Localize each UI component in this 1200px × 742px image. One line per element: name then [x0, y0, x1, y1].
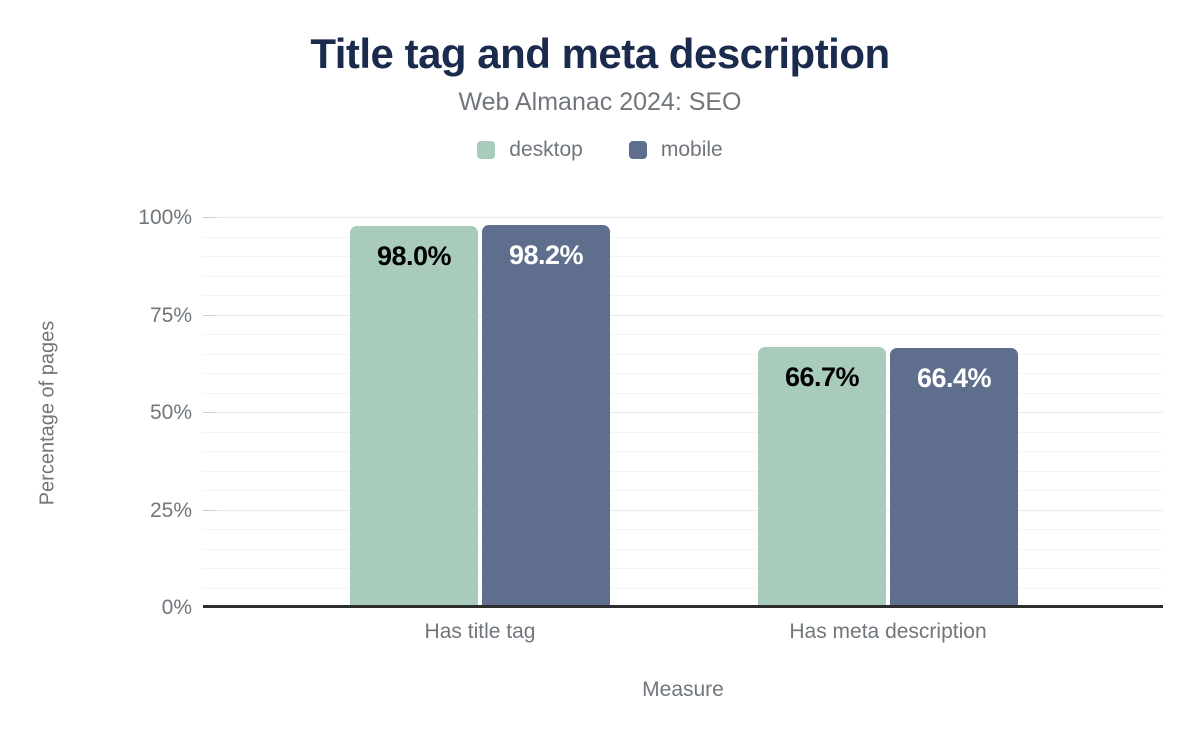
y-tick-label: 25% — [149, 498, 192, 522]
bar-desktop-1[interactable]: 66.7% — [758, 347, 886, 606]
gridline-minor — [203, 451, 1163, 452]
gridline-major — [203, 314, 1163, 316]
gridline-major — [203, 412, 1163, 413]
bar-value-label: 66.4% — [916, 363, 992, 394]
x-axis-title: Measure — [642, 678, 724, 701]
y-tick-label: 0% — [161, 596, 192, 619]
gridline-minor — [203, 236, 1163, 238]
y-axis: 0% 25% 50% 75% 100% — [100, 206, 192, 619]
gridline-minor — [203, 568, 1163, 569]
gridline-minor — [203, 529, 1163, 530]
gridline-minor — [203, 275, 1163, 277]
legend-label: desktop — [509, 138, 583, 161]
y-tick-label: 50% — [149, 401, 192, 424]
gridline-minor — [203, 295, 1163, 296]
y-tick-mark — [203, 217, 217, 218]
gridline-minor — [203, 431, 1163, 433]
gridline-minor — [203, 490, 1163, 491]
gridline-major — [203, 509, 1163, 511]
gridline-minor — [203, 392, 1163, 394]
gridline-minor — [203, 334, 1163, 335]
x-axis-line — [203, 605, 1163, 608]
y-tick-label: 100% — [138, 206, 192, 229]
legend-swatch-desktop — [477, 141, 496, 159]
legend-item-desktop[interactable]: desktop — [477, 138, 583, 162]
gridline-minor — [203, 373, 1163, 374]
y-tick-mark — [203, 412, 217, 413]
y-axis-title: Percentage of pages — [36, 320, 59, 506]
legend-swatch-mobile — [628, 141, 647, 159]
x-category-label: Has title tag — [424, 620, 536, 643]
legend: desktop mobile — [0, 138, 1200, 162]
bar-desktop-0[interactable]: 98.0% — [350, 225, 478, 606]
legend-item-mobile[interactable]: mobile — [628, 138, 723, 162]
gridline-minor — [203, 548, 1163, 550]
plot-area: 98.0% 98.2% 66.7% 66.4% — [203, 217, 1163, 608]
gridline-minor — [203, 470, 1163, 472]
bar-mobile-1[interactable]: 66.4% — [890, 348, 1018, 606]
x-category-label: Has meta description — [789, 620, 987, 643]
chart-title: Title tag and meta description — [310, 30, 890, 77]
y-tick-label: 75% — [149, 303, 192, 327]
y-tick-mark — [203, 509, 217, 511]
bar-value-label: 98.0% — [376, 240, 452, 271]
bar-value-label: 98.2% — [508, 239, 584, 270]
gridline-minor — [203, 353, 1163, 355]
gridline-minor — [203, 587, 1163, 589]
y-tick-mark — [203, 314, 217, 316]
gridline-minor — [203, 256, 1163, 257]
bar-value-label: 66.7% — [784, 362, 860, 393]
legend-label: mobile — [660, 138, 723, 161]
gridline-major — [203, 217, 1163, 218]
bar-mobile-0[interactable]: 98.2% — [482, 224, 610, 606]
x-axis-labels: Has title tag Has meta description — [0, 620, 1200, 646]
chart-subtitle: Web Almanac 2024: SEO — [458, 88, 742, 116]
